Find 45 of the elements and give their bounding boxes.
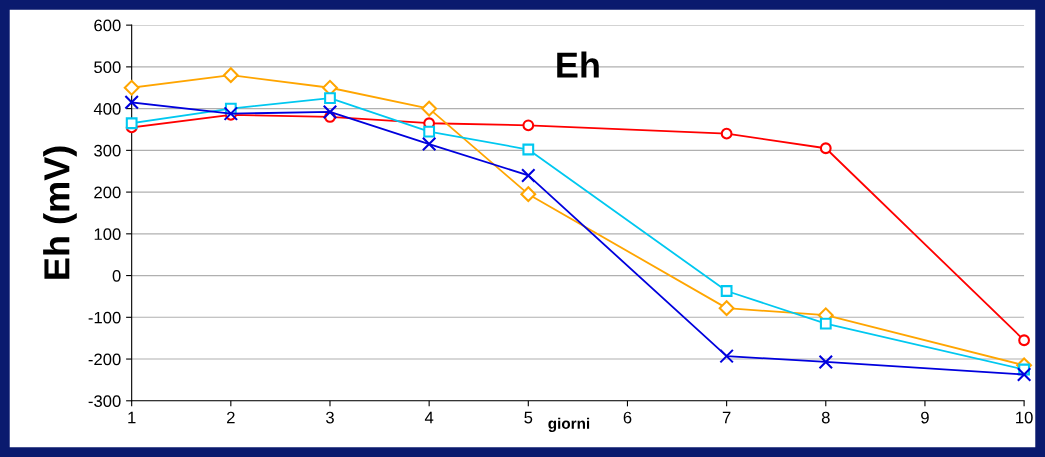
point [718,300,735,317]
y-tick-label: 600 [94,19,121,32]
x-tick-label: 1 [128,411,136,424]
y-tick-label: 500 [94,61,121,74]
x-tick-label: 8 [821,411,830,424]
x-tick-label: 10 [1016,411,1033,424]
point [520,186,537,203]
y-tick-label: 200 [94,186,121,199]
x-tick-label: 6 [623,411,632,424]
x-tick-label: 5 [524,411,533,424]
point [423,125,436,138]
point [522,143,535,156]
point [720,127,733,140]
point [324,92,336,105]
point [125,117,138,130]
point [123,79,140,96]
point [124,95,139,110]
y-tick-label: -100 [88,311,121,324]
x-tick-label: 4 [424,411,434,424]
y-tick-label: 400 [93,103,121,115]
x-tick-label: 3 [325,411,334,424]
x-tick-label: 9 [921,411,929,424]
x-tick-label: 7 [722,411,731,424]
point [819,142,832,155]
point [1016,367,1032,382]
x-axis-title: giorni [548,417,590,432]
point [720,285,733,297]
point [819,317,832,330]
point [222,67,239,84]
text: Eh [557,51,599,78]
y-tick-label: 100 [94,228,121,241]
point [521,168,536,183]
point [522,119,535,132]
point [719,348,734,364]
point [1018,334,1030,347]
point [818,354,834,370]
y-tick-label: -300 [88,395,121,407]
point [421,136,437,152]
point [421,100,438,117]
y-tick-label: 0 [112,269,121,282]
y-tick-label: 300 [94,144,121,157]
x-tick-label: 2 [227,411,235,424]
y-tick-label: -200 [88,353,121,366]
y-axis-title: Eh (mV) [43,146,77,279]
point [322,104,338,120]
